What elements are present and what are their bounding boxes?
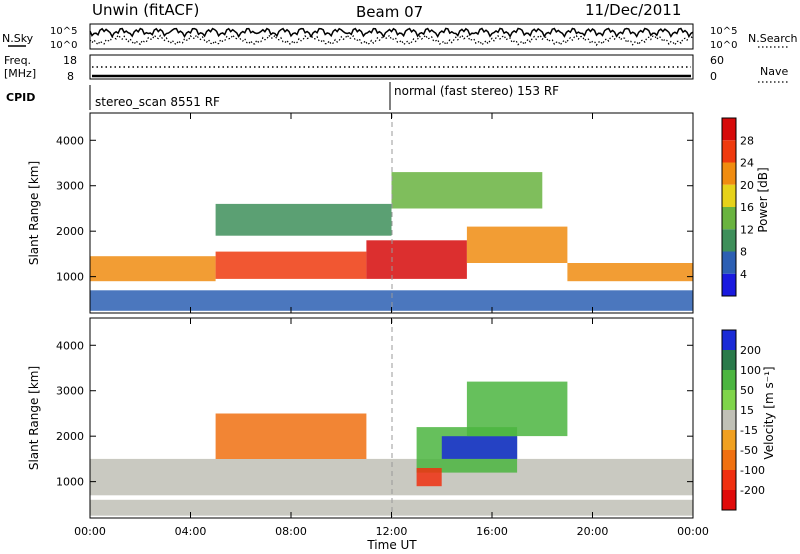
velocity-ytick-label-1000: 1000 <box>56 476 84 489</box>
power-colorbar-seg-6 <box>722 251 736 274</box>
velocity-colorbar-seg-6 <box>722 450 736 470</box>
nsky-trace <box>89 27 694 39</box>
power-ytick-label-3000: 3000 <box>56 180 84 193</box>
velocity-band-1 <box>215 413 367 459</box>
power-colorbar-seg-4 <box>722 207 736 230</box>
velocity-ytick-label-2000: 2000 <box>56 430 84 443</box>
x-tick-label-4: 16:00 <box>476 525 508 538</box>
x-tick-label-6: 00:00 <box>677 525 709 538</box>
velocity-colorbar-tick-2: 50 <box>740 384 754 397</box>
power-colorbar-tick-3: 16 <box>740 201 754 214</box>
freq-tick-top: 18 <box>63 54 77 67</box>
power-colorbar-seg-5 <box>722 229 736 252</box>
noise-panel <box>89 23 694 50</box>
power-colorbar-tick-1: 8 <box>740 246 747 259</box>
velocity-colorbar-seg-4 <box>722 410 736 430</box>
power-band-1 <box>215 251 367 279</box>
freq-label: Freq. <box>4 54 31 67</box>
x-axis-title: Time UT <box>366 538 417 552</box>
velocity-colorbar-seg-3 <box>722 390 736 410</box>
power-ylabel: Slant Range [km] <box>27 161 41 265</box>
power-colorbar-seg-3 <box>722 184 736 208</box>
velocity-colorbar-tick-1: 100 <box>740 364 761 377</box>
velocity-colorbar-tick-7: -200 <box>740 484 765 497</box>
velocity-colorbar-tick-0: 200 <box>740 344 761 357</box>
power-ytick-label-4000: 4000 <box>56 134 84 147</box>
power-colorbar-tick-0: 4 <box>740 268 747 281</box>
nsearch-label: N.Search <box>748 32 798 45</box>
power-colorbar-seg-0 <box>722 118 736 141</box>
noise-tick-right-bottom: 10^0 <box>710 40 737 51</box>
power-colorbar-seg-2 <box>722 162 736 185</box>
noise-tick-left-top: 10^5 <box>50 26 77 37</box>
power-band-3 <box>466 226 568 263</box>
freq-panel <box>89 54 694 80</box>
velocity-colorbar-frame <box>721 329 737 511</box>
power-colorbar: 4 8 12 16 20 24 28 <box>721 117 754 297</box>
power-ytick-label-1000: 1000 <box>56 271 84 284</box>
power-ytick-label-2000: 2000 <box>56 225 84 238</box>
velocity-ytick-label-4000: 4000 <box>56 339 84 352</box>
velocity-colorbar-seg-1 <box>722 350 736 370</box>
nave-tick-bottom: 0 <box>710 70 717 83</box>
power-band-2 <box>366 240 467 279</box>
noise-tick-left-bottom: 10^0 <box>50 40 77 51</box>
velocity-ytick-label-3000: 3000 <box>56 385 84 398</box>
x-tick-label-2: 08:00 <box>275 525 307 538</box>
x-tick-label-1: 04:00 <box>175 525 207 538</box>
x-tick-label-5: 20:00 <box>577 525 609 538</box>
velocity-colorbar-tick-5: -50 <box>740 444 758 457</box>
velocity-colorbar-seg-5 <box>722 430 736 450</box>
freq-tick-bottom: 8 <box>67 70 74 83</box>
velocity-y-ticks: 1000 2000 3000 4000 <box>56 339 693 489</box>
power-colorbar-tick-4: 20 <box>740 179 754 192</box>
cpid-label: CPID <box>6 91 35 104</box>
power-band-4 <box>567 263 693 282</box>
noise-tick-right-top: 10^5 <box>710 26 737 37</box>
x-tick-label-0: 00:00 <box>74 525 106 538</box>
cpid-segment-1: stereo_scan 8551 RF <box>95 95 220 109</box>
freq-unit: [MHz] <box>4 67 36 80</box>
power-colorbar-seg-7 <box>722 273 736 297</box>
velocity-colorbar-seg-7 <box>722 470 736 490</box>
date-title: 11/Dec/2011 <box>585 1 681 19</box>
velocity-colorbar-tick-4: -15 <box>740 424 758 437</box>
velocity-ylabel: Slant Range [km] <box>27 366 41 470</box>
power-colorbar-tick-2: 12 <box>740 223 754 236</box>
velocity-band-3 <box>441 436 518 459</box>
power-colorbar-tick-5: 24 <box>740 157 754 170</box>
power-band-0 <box>90 256 216 282</box>
power-y-ticks: 1000 2000 3000 4000 <box>56 134 693 284</box>
beam-title: Beam 07 <box>356 3 423 21</box>
power-band-6 <box>391 172 543 209</box>
x-tick-label-3: 12:00 <box>376 525 408 538</box>
power-colorbar-seg-1 <box>722 140 736 163</box>
velocity-colorbar: 200 100 50 15 -15 -50 -100 -200 <box>721 329 765 511</box>
velocity-band-4 <box>416 468 442 487</box>
power-heatmap <box>90 172 693 311</box>
nsky-label: N.Sky <box>2 32 34 45</box>
noise-trace <box>89 27 694 47</box>
cpid-segment-2: normal (fast stereo) 153 RF <box>394 84 559 98</box>
power-colorbar-title: Power [dB] <box>756 167 770 232</box>
velocity-colorbar-tick-6: -100 <box>740 464 765 477</box>
velocity-colorbar-tick-3: 15 <box>740 404 754 417</box>
power-band-7 <box>90 290 693 311</box>
velocity-colorbar-seg-8 <box>722 490 736 510</box>
station-title: Unwin (fitACF) <box>92 1 199 19</box>
velocity-band-5 <box>466 381 568 437</box>
velocity-colorbar-seg-2 <box>722 370 736 390</box>
velocity-colorbar-title: Velocity [m s⁻¹] <box>762 366 776 459</box>
nave-tick-top: 60 <box>710 54 724 67</box>
x-axis-ticks: 00:00 04:00 08:00 12:00 16:00 20:00 00:00 <box>74 113 709 538</box>
power-band-5 <box>215 203 392 236</box>
velocity-colorbar-seg-0 <box>722 330 736 350</box>
nave-label: Nave <box>760 65 788 78</box>
power-colorbar-tick-6: 28 <box>740 134 754 147</box>
power-colorbar-frame <box>721 117 737 297</box>
nsearch-trace <box>89 33 694 47</box>
